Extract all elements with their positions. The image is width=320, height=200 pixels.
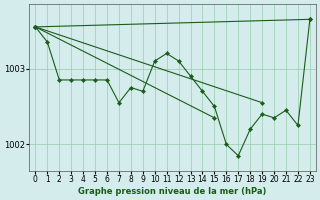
- X-axis label: Graphe pression niveau de la mer (hPa): Graphe pression niveau de la mer (hPa): [78, 187, 267, 196]
